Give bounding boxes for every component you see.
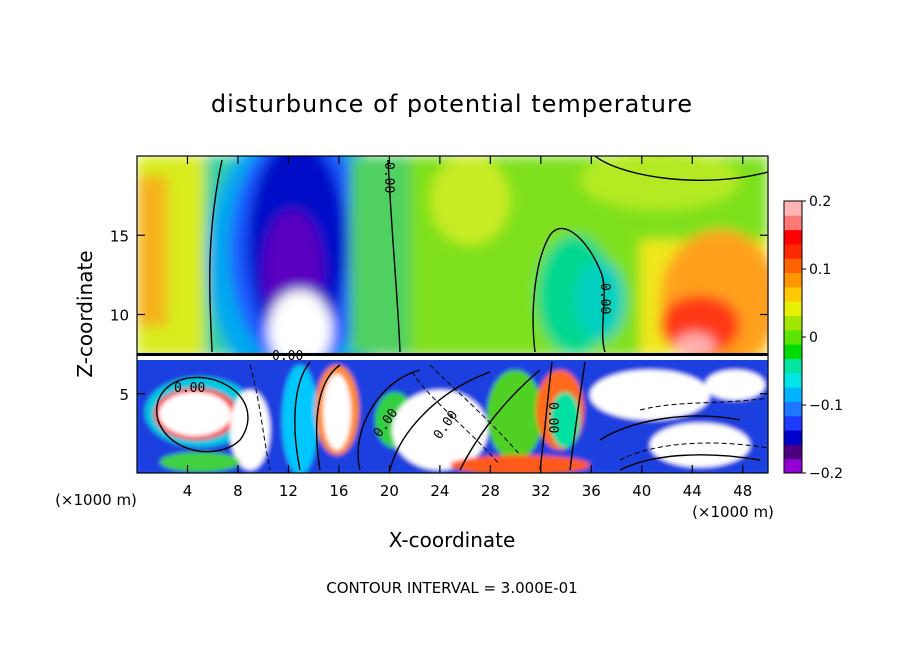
x-unit-label-left: (×1000 m)	[55, 491, 137, 509]
x-tick-label: 36	[582, 482, 601, 500]
colorbar-swatch	[784, 286, 802, 302]
colorbar-swatch	[784, 201, 802, 216]
colorbar-swatch	[784, 258, 802, 274]
x-tick-label: 20	[380, 482, 399, 500]
contour-lines-negative	[249, 364, 768, 471]
x-tick-label: 4	[183, 482, 193, 500]
colorbar-swatch	[784, 430, 802, 445]
colorbar-swatch	[784, 315, 802, 331]
colorbar-tick-label: −0.2	[809, 466, 843, 482]
x-tick-label: 40	[632, 482, 651, 500]
x-tick-label: 44	[683, 482, 702, 500]
colorbar-tick-label: 0	[809, 330, 818, 346]
x-tick-label: 24	[430, 482, 449, 500]
x-tick-label: 48	[733, 482, 752, 500]
colorbar-tick-label: 0.2	[809, 194, 831, 210]
x-unit-label-right: (×1000 m)	[692, 503, 774, 521]
y-tick-label: 10	[110, 307, 129, 325]
x-tick-label: 28	[481, 482, 500, 500]
lower-field	[137, 354, 768, 473]
x-axis-title: X-coordinate	[389, 528, 516, 552]
colorbar-tick-label: −0.1	[809, 398, 843, 414]
contour-label: 0.00	[597, 283, 612, 314]
contour-interval-note: CONTOUR INTERVAL = 3.000E-01	[326, 579, 577, 597]
x-tick-label: 32	[531, 482, 550, 500]
colorbar-swatch	[784, 301, 802, 317]
y-axis-title: Z-coordinate	[73, 250, 97, 377]
contour-label: 0.00	[174, 381, 205, 396]
contour-lines	[156, 156, 768, 471]
contour-label: 0.00	[272, 349, 303, 364]
colorbar-swatch	[784, 372, 802, 388]
colorbar-swatch	[784, 458, 802, 474]
interface-band	[137, 353, 768, 356]
upper-field	[137, 156, 768, 400]
colorbar-swatch	[784, 243, 802, 259]
x-axis: 4 8 12 16 20 24 28 32 36 40 44 48	[183, 156, 752, 500]
colorbar-swatch	[784, 358, 802, 374]
colorbar: 0.2 0.1 0 −0.1 −0.2	[783, 194, 843, 482]
plot-area	[137, 156, 768, 473]
x-tick-label: 8	[233, 482, 243, 500]
colorbar-swatch	[784, 387, 802, 402]
y-tick-label: 5	[119, 386, 129, 404]
colorbar-tick-label: 0.1	[809, 262, 831, 278]
y-axis: 5 10 15	[110, 227, 768, 404]
colorbar-swatch	[784, 272, 802, 288]
x-tick-label: 12	[279, 482, 298, 500]
colorbar-swatch	[784, 415, 802, 431]
colorbar-swatch	[784, 344, 802, 359]
colorbar-swatch	[784, 215, 802, 231]
colorbar-swatch	[784, 444, 802, 460]
x-tick-label: 16	[329, 482, 348, 500]
colorbar-swatch	[784, 229, 802, 245]
y-tick-label: 15	[110, 227, 129, 245]
contour-label: 0.00	[545, 402, 560, 433]
colorbar-swatch	[784, 329, 802, 345]
contour-label: 0.00	[381, 162, 396, 193]
contour-label-group: 0.00 0.00 0.00 0.00 0.00 0.00 0.00	[174, 162, 612, 442]
chart-title: disturbunce of potential temperature	[211, 90, 693, 118]
colorbar-swatch	[784, 401, 802, 417]
